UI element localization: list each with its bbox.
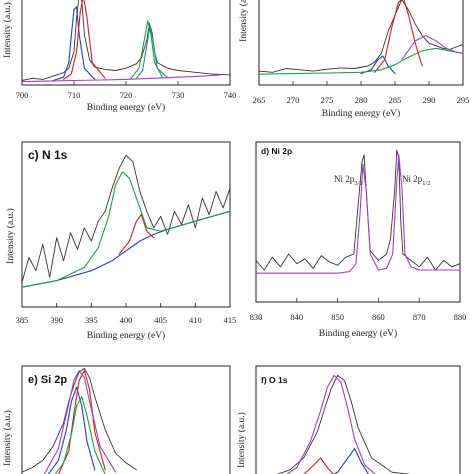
fit-component-line (43, 370, 117, 474)
experimental-spectrum-line (22, 154, 230, 283)
x-axis-title: Binding energy (eV) (87, 102, 165, 113)
x-tick-label: 710 (68, 90, 81, 100)
fit-component-line (332, 448, 369, 474)
plot-frame (255, 365, 461, 474)
fit-component-line (135, 24, 169, 79)
fit-component-line (63, 0, 106, 80)
x-tick-label: 840 (290, 312, 303, 322)
x-tick-label: 395 (85, 315, 98, 325)
panel-label: c) N 1s (28, 148, 68, 162)
experimental-spectrum-line (256, 149, 460, 271)
panel-o-1s: Intensity (a.u.) f) O 1s (236, 365, 461, 474)
fit-component-line (47, 386, 96, 474)
peak-annotation: Ni 2p1/2 (402, 174, 431, 187)
y-axis-title: Intensity (a.u.) (238, 0, 249, 42)
x-tick-label: 290 (423, 95, 436, 105)
x-tick-label: 270 (287, 95, 300, 105)
x-tick-label: 860 (372, 312, 385, 322)
panel-n-1s: 385 390 395 400 405 410 415 Binding energy (eV)… (5, 141, 237, 341)
panel-label: f) O 1s (261, 375, 288, 385)
peak-annotation: Ni 2p3/2 (334, 174, 363, 187)
x-tick-label: 730 (172, 90, 185, 100)
fit-component-line (130, 20, 163, 79)
fit-component-line (54, 396, 106, 474)
x-axis-title: Binding energy (eV) (87, 330, 165, 341)
panel-ni-2p: 830 840 850 860 870 880 Binding energy (eV) d) … (250, 141, 467, 339)
x-tick-label: 415 (224, 315, 237, 325)
fit-component-line (303, 457, 334, 474)
x-tick-label: 850 (331, 312, 344, 322)
fit-component-line (286, 374, 376, 474)
panel-c-1s: 265 270 275 280 285 290 295 Binding energy (eV)… (238, 0, 469, 119)
panel-fe-2p: 700 710 720 730 740 Binding energy (eV) Intens… (2, 0, 236, 113)
x-tick-label: 385 (16, 315, 29, 325)
fit-component-line (22, 171, 230, 288)
x-tick-label: 830 (250, 312, 263, 322)
x-tick-label: 285 (389, 95, 402, 105)
panel-si-2p: Intensity (a.u.) e) Si 2p (2, 365, 231, 474)
fit-component-line (374, 0, 423, 73)
x-tick-label: 390 (50, 315, 63, 325)
x-axis-title: Binding energy (eV) (322, 108, 400, 119)
x-tick-label: 405 (154, 315, 167, 325)
y-axis-title: Intensity (a.u.) (236, 412, 247, 468)
x-tick-label: 410 (189, 315, 202, 325)
x-tick-label: 720 (120, 90, 133, 100)
y-axis-title: Intensity (a.u.) (5, 208, 16, 264)
x-tick-label: 275 (321, 95, 334, 105)
plot-frame (21, 365, 231, 474)
fit-component-line (22, 74, 221, 83)
panel-label: e) Si 2p (28, 374, 67, 386)
x-tick-label: 740 (224, 90, 237, 100)
y-axis-title: Intensity (a.u.) (2, 410, 13, 466)
fit-component-line (58, 370, 106, 474)
panel-label: d) Ni 2p (261, 146, 292, 156)
fit-component-line (259, 47, 463, 75)
experimental-spectrum-line (259, 0, 463, 73)
fit-component-line (401, 35, 463, 61)
x-tick-label: 870 (413, 312, 426, 322)
fit-component-line (52, 6, 96, 82)
fit-component-line (22, 210, 230, 288)
x-tick-label: 265 (253, 95, 266, 105)
plot-frame (255, 141, 461, 303)
fit-component-line (118, 214, 155, 255)
x-tick-label: 880 (454, 312, 467, 322)
y-axis-title: Intensity (a.u.) (2, 2, 13, 58)
fit-component-line (256, 154, 460, 274)
x-tick-label: 400 (120, 315, 133, 325)
experimental-spectrum-line (22, 0, 230, 81)
experimental-spectrum-line (276, 374, 412, 474)
x-tick-label: 280 (355, 95, 368, 105)
x-axis-title: Binding energy (eV) (319, 328, 397, 339)
plot-frame (21, 141, 231, 308)
x-tick-label: 295 (457, 95, 470, 105)
experimental-spectrum-line (22, 367, 137, 473)
fit-component-line (360, 55, 396, 75)
x-tick-label: 700 (16, 90, 29, 100)
